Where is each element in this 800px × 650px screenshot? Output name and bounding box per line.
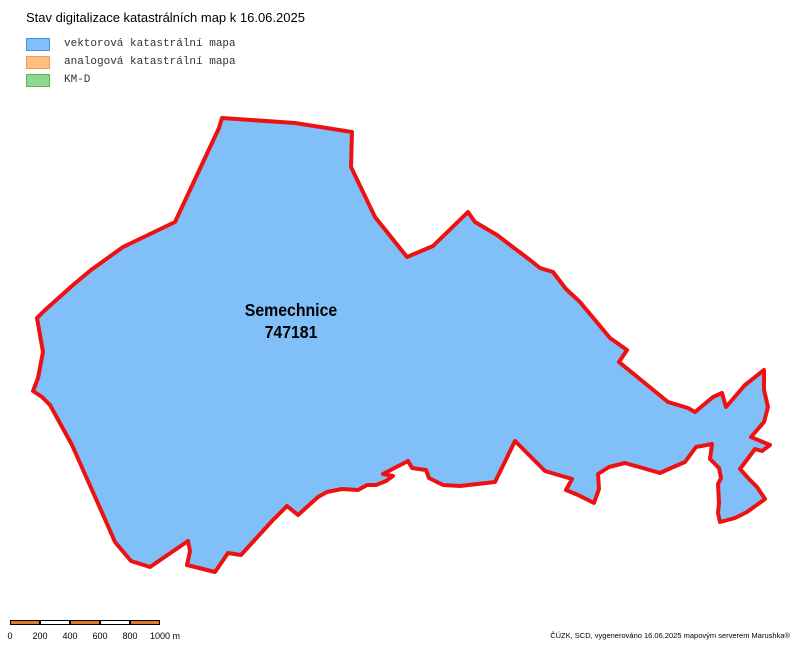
legend-item-vector-map: vektorová katastrální mapa (26, 35, 236, 53)
scale-segment (130, 620, 160, 625)
legend-swatch-km-d (26, 73, 50, 87)
scale-label: 800 (122, 631, 138, 641)
legend-label-analog: analogová katastrální mapa (64, 56, 236, 68)
map-title: Stav digitalizace katastrálních map k 16… (26, 10, 305, 25)
scale-label: 400 (62, 631, 78, 641)
legend-label-vector: vektorová katastrální mapa (64, 38, 236, 50)
scale-segment (100, 620, 130, 625)
scale-label: 600 (92, 631, 108, 641)
legend: vektorová katastrální mapa analogová kat… (26, 35, 236, 89)
scale-label: 200 (32, 631, 48, 641)
scale-segment (70, 620, 100, 625)
legend-item-km-d: KM-D (26, 71, 236, 89)
territory-code-label: 747181 (265, 322, 318, 342)
territory-name-label: Semechnice (245, 300, 337, 320)
legend-item-analog-map: analogová katastrální mapa (26, 53, 236, 71)
legend-label-km-d: KM-D (64, 74, 91, 86)
scale-label: 0 (7, 631, 13, 641)
scale-segment (40, 620, 70, 625)
legend-swatch-analog (26, 55, 50, 69)
legend-swatch-vector (26, 37, 50, 51)
territory-polygon[interactable] (31, 116, 772, 574)
scale-segment (10, 620, 40, 625)
scale-label: 1000 m (149, 631, 181, 641)
map-credit: ČÚZK, SCD, vygenerováno 16.06.2025 mapov… (550, 631, 790, 640)
